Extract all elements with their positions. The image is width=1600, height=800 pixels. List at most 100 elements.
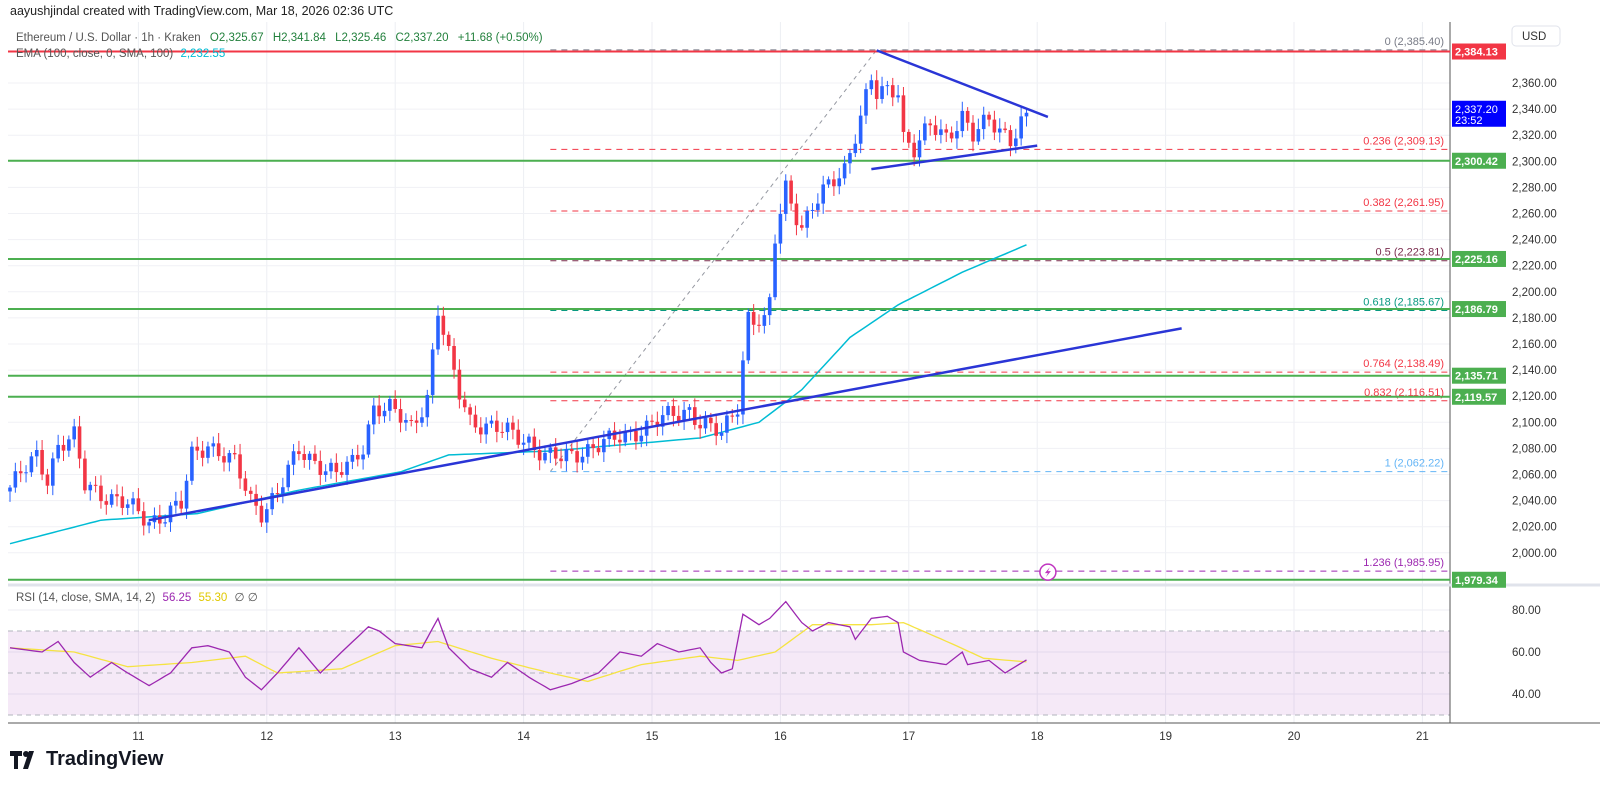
price-axis-label: 2,040.00 (1512, 496, 1557, 508)
time-axis-label: 15 (646, 731, 659, 743)
candle-body (789, 180, 793, 204)
time-axis-label: 18 (1031, 731, 1044, 743)
candle-body (211, 443, 216, 447)
time-axis-label: 12 (260, 731, 273, 743)
candle-body (377, 405, 381, 417)
current-price-tag (1452, 100, 1506, 127)
candle-body (575, 451, 579, 463)
tradingview-logo[interactable]: TradingView (10, 748, 163, 771)
price-level-tag (1452, 43, 1506, 60)
candle-body (650, 420, 654, 422)
candle-body (34, 450, 39, 457)
currency-button (1511, 25, 1561, 47)
price-level-tag (1452, 388, 1506, 405)
candle-body (430, 349, 435, 395)
candle-body (479, 427, 483, 435)
candle-body (489, 420, 494, 424)
candle-body (612, 430, 617, 440)
candle-body (714, 423, 718, 436)
candle-body (666, 405, 670, 416)
price-level-tag (1452, 301, 1506, 318)
price-level-tag-text: 2,225.16 (1455, 254, 1498, 266)
candle-body (527, 436, 531, 443)
candle-body (971, 122, 975, 142)
candle-body (275, 493, 280, 495)
candle-body (8, 487, 12, 492)
candle-body (366, 424, 371, 455)
candle-body (569, 449, 574, 452)
candle-body (746, 311, 751, 361)
candle-body (83, 458, 87, 491)
candle-body (874, 80, 879, 99)
candle-body (452, 345, 456, 370)
candle-body (591, 444, 595, 449)
candle-body (660, 415, 665, 427)
candle-body (548, 447, 553, 453)
rsi-axis-label: 60.00 (1512, 647, 1541, 659)
candle-body (992, 119, 997, 133)
candle-body (997, 128, 1002, 133)
candle-body (67, 439, 71, 451)
candle-body (623, 430, 628, 443)
candle-body (216, 443, 221, 457)
price-axis-label: 2,140.00 (1512, 365, 1557, 377)
candle-body (1003, 128, 1007, 131)
candle-body (880, 86, 884, 99)
candle-body (976, 129, 981, 142)
ema-legend[interactable]: EMA (100, close, 0, SMA, 100) 2,232.55 (16, 48, 225, 60)
candle-body (853, 143, 858, 154)
price-level-tag-text: 2,384.13 (1455, 47, 1498, 59)
fib-level-label: 1.236 (1,985.95) (1363, 557, 1444, 569)
price-axis-label: 2,300.00 (1512, 156, 1557, 168)
candle-body (414, 420, 419, 423)
candle-body (109, 494, 114, 505)
candle-body (837, 178, 842, 187)
candle-body (13, 471, 18, 488)
price-level-tag-text: 2,300.42 (1455, 156, 1498, 168)
price-level-tag-text: 2,119.57 (1455, 392, 1497, 404)
rsi-line (9, 600, 1027, 691)
ohlc-change: +11.68 (+0.50%) (457, 32, 543, 44)
candle-body (842, 163, 847, 179)
candle-body (923, 123, 927, 141)
price-axis-label: 2,240.00 (1512, 235, 1557, 247)
current-price-text: 2,337.20 (1455, 104, 1498, 116)
candle-body (334, 462, 339, 473)
candle-body (468, 407, 472, 415)
fib-trend-line (549, 49, 878, 472)
candle-body (297, 451, 301, 455)
rsi-extra: ∅ ∅ (234, 592, 258, 604)
candle-body (800, 225, 804, 228)
candle-body (179, 500, 183, 509)
candle-body (751, 311, 756, 325)
candle-body (457, 369, 462, 400)
candle-body (1019, 116, 1023, 139)
candle-body (195, 446, 200, 451)
candle-body (709, 417, 713, 424)
candle-body (200, 450, 205, 458)
price-axis-label: 2,020.00 (1512, 522, 1557, 534)
time-axis-label: 11 (132, 731, 144, 743)
countdown-text: 23:52 (1455, 115, 1483, 127)
price-axis-label: 2,000.00 (1512, 548, 1557, 560)
currency-label: USD (1522, 31, 1546, 43)
rsi-legend[interactable]: RSI (14, close, SMA, 14, 2) 56.25 55.30 … (16, 590, 258, 604)
candle-body (281, 487, 285, 494)
candle-body (564, 449, 569, 462)
fib-level-label: 0.832 (2,116.51) (1364, 387, 1444, 399)
candle-body (917, 140, 922, 158)
candle-body (45, 474, 50, 486)
candle-body (805, 211, 809, 228)
rsi-axis-label: 40.00 (1512, 689, 1541, 701)
candle-body (500, 431, 504, 433)
candle-body (586, 444, 590, 457)
time-axis-label: 21 (1416, 731, 1429, 743)
candle-body (462, 399, 467, 408)
candle-body (372, 405, 376, 425)
ema-value: 2,232.55 (180, 48, 226, 60)
candle-body (174, 500, 178, 506)
candle-body (99, 485, 103, 502)
candle-body (521, 442, 526, 445)
